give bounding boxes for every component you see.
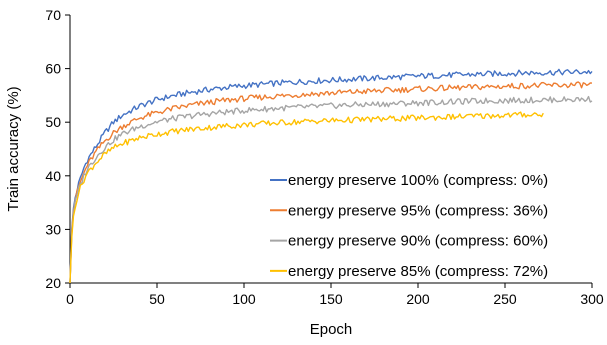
y-tick-label: 60 [45,61,61,77]
x-tick-label: 250 [493,291,517,307]
legend-item: energy preserve 100% (compress: 0%) [270,172,548,189]
y-tick-label: 40 [45,168,61,184]
legend-label: energy preserve 95% (compress: 36%) [288,202,548,219]
legend-item: energy preserve 95% (compress: 36%) [270,202,548,219]
x-tick-label: 200 [406,291,430,307]
x-tick-label: 0 [66,291,74,307]
legend: energy preserve 100% (compress: 0%) energ… [270,172,548,280]
series-line-4 [69,111,544,284]
ticks: 20 30 40 50 60 70 0 50 100 150 200 250 300 [45,7,603,307]
y-tick-label: 50 [45,114,61,130]
series-line-3 [69,95,593,284]
legend-label: energy preserve 100% (compress: 0%) [288,172,548,189]
series-line-2 [69,81,593,284]
y-tick-label: 30 [45,221,61,237]
legend-item: energy preserve 90% (compress: 60%) [270,233,548,250]
legend-label: energy preserve 90% (compress: 60%) [288,233,548,250]
y-axis-title: Train accuracy (%) [5,86,22,211]
y-tick-label: 20 [45,275,61,291]
x-tick-label: 50 [149,291,165,307]
series-line-1 [69,68,593,284]
legend-label: energy preserve 85% (compress: 72%) [288,263,548,280]
x-tick-label: 150 [319,291,343,307]
legend-item: energy preserve 85% (compress: 72%) [270,263,548,280]
series-layer [69,68,593,284]
x-tick-label: 100 [232,291,256,307]
x-tick-label: 300 [580,291,604,307]
x-axis-title: Epoch [310,321,353,338]
y-tick-label: 70 [45,7,61,23]
